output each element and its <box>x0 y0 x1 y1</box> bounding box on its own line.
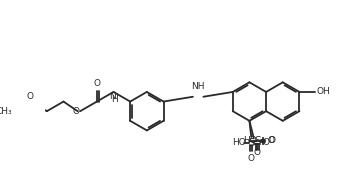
Text: O: O <box>262 138 270 147</box>
Text: S: S <box>248 138 254 148</box>
Text: OH: OH <box>316 87 330 96</box>
Text: N: N <box>110 92 116 101</box>
Text: O: O <box>27 92 34 101</box>
Text: HO: HO <box>243 136 257 145</box>
Text: O: O <box>254 148 261 157</box>
Text: O: O <box>72 107 79 116</box>
Text: O: O <box>93 79 100 87</box>
Text: O: O <box>268 136 275 145</box>
Text: O: O <box>248 154 255 163</box>
Text: H: H <box>111 95 118 104</box>
Text: HO: HO <box>232 138 246 147</box>
Text: CH₃: CH₃ <box>0 107 12 116</box>
Text: NH: NH <box>192 83 205 92</box>
Text: O: O <box>269 136 276 145</box>
Text: S: S <box>254 136 261 146</box>
